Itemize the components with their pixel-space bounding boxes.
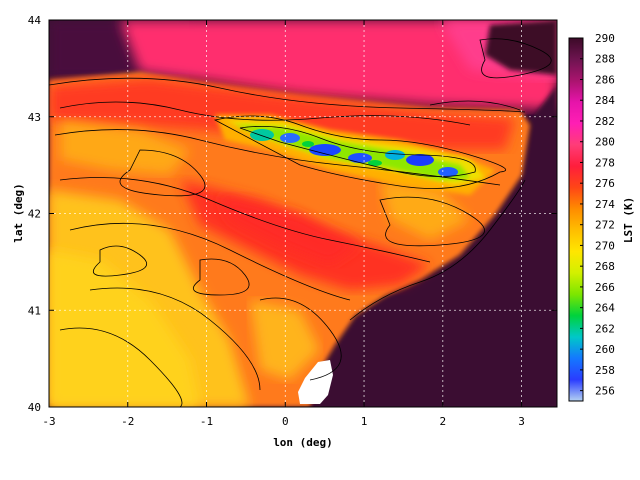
map-plot-area: [49, 20, 557, 407]
colorbar-tick-label: 262: [595, 322, 615, 335]
x-tick-label: -3: [42, 415, 55, 428]
colorbar-tick-label: 276: [595, 177, 615, 190]
colorbar-tick-label: 274: [595, 198, 615, 211]
colorbar-bar: [568, 37, 584, 402]
y-tick-label: 42: [28, 208, 41, 221]
y-tick-label: 40: [28, 401, 41, 414]
colorbar-tick-label: 264: [595, 302, 615, 315]
colorbar: 256 258 260 262 264 266 268 270 272 274 276 278 280 2…: [568, 32, 635, 402]
no-data-patch: [298, 360, 333, 404]
y-axis: 40 41 42 43 44: [28, 14, 557, 414]
colorbar-tick-label: 286: [595, 73, 615, 86]
sea-mediterranean: [315, 85, 557, 407]
y-tick-label: 44: [28, 14, 42, 27]
colorbar-tick-label: 268: [595, 260, 615, 273]
x-axis-title: lon (deg): [273, 436, 333, 449]
x-axis: -3 -2 -1 0 1 2 3: [42, 20, 525, 428]
x-tick-label: -1: [200, 415, 213, 428]
y-tick-label: 43: [28, 111, 41, 124]
contour-lines: [49, 38, 552, 407]
colorbar-tick-label: 280: [595, 136, 615, 149]
colorbar-title: LST (K): [622, 197, 635, 243]
x-tick-label: -2: [121, 415, 134, 428]
colorbar-tick-label: 290: [595, 32, 615, 45]
colorbar-tick-label: 272: [595, 219, 615, 232]
colorbar-tick-label: 288: [595, 53, 615, 66]
colorbar-tick-label: 282: [595, 115, 615, 128]
colorbar-ticks: 256 258 260 262 264 266 268 270 272 274 276 278 280 2…: [580, 32, 615, 398]
y-tick-label: 41: [28, 304, 41, 317]
sea-biscay-east: [120, 20, 557, 110]
temperature-field: [49, 20, 557, 407]
x-tick-label: 0: [282, 415, 289, 428]
x-tick-label: 1: [361, 415, 368, 428]
colorbar-tick-label: 258: [595, 364, 615, 377]
colorbar-tick-label: 266: [595, 281, 615, 294]
y-axis-title: lat (deg): [12, 183, 25, 243]
x-tick-label: 2: [439, 415, 446, 428]
pyrenees-cold-peaks: [250, 129, 458, 177]
colorbar-tick-label: 260: [595, 343, 615, 356]
colorbar-tick-label: 256: [595, 385, 615, 398]
colorbar-tick-label: 284: [595, 94, 615, 107]
colorbar-tick-label: 270: [595, 239, 615, 252]
colorbar-tick-label: 278: [595, 156, 615, 169]
x-tick-label: 3: [518, 415, 525, 428]
